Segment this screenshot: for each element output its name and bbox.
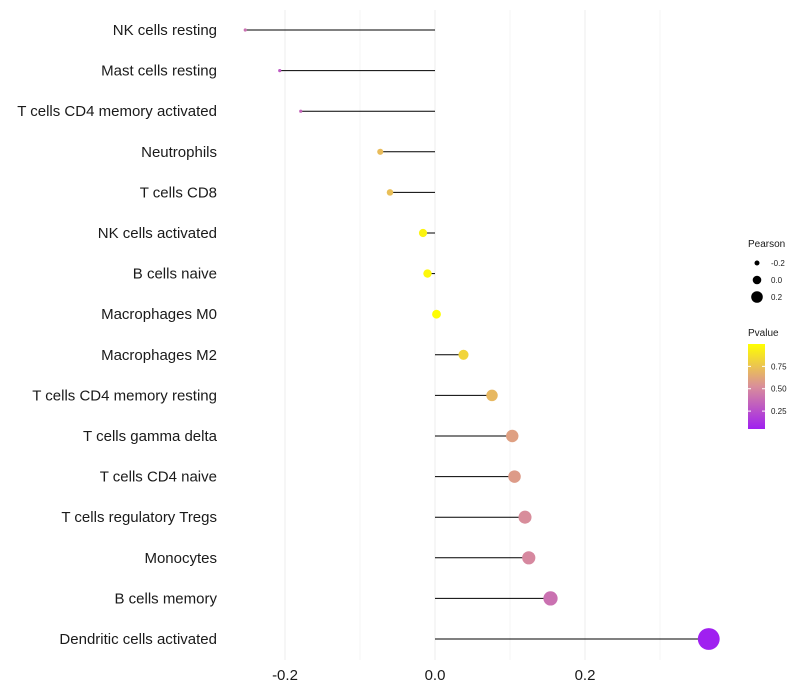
- point-nk-cells-resting: [243, 28, 247, 32]
- x-tick-label: -0.2: [272, 667, 298, 684]
- category-label-t-cells-regulatory-tregs: T cells regulatory Tregs: [61, 509, 217, 526]
- point-mast-cells-resting: [278, 69, 282, 73]
- category-label-dendritic-cells-activated: Dendritic cells activated: [59, 631, 217, 648]
- point-macrophages-m0: [432, 309, 441, 319]
- color-legend-label: 0.75: [771, 362, 787, 371]
- size-legend-key: [754, 260, 760, 266]
- point-b-cells-memory: [543, 591, 558, 606]
- point-t-cells-cd8: [386, 189, 394, 196]
- point-monocytes: [522, 551, 536, 565]
- size-legend-key: [751, 291, 763, 303]
- point-dendritic-cells-activated: [697, 628, 720, 650]
- category-label-macrophages-m0: Macrophages M0: [101, 306, 217, 323]
- point-b-cells-naive: [423, 269, 432, 278]
- color-legend-label: 0.25: [771, 407, 787, 416]
- lollipop-points: [243, 28, 720, 650]
- point-t-cells-cd4-memory-activated: [299, 109, 303, 113]
- category-label-neutrophils: Neutrophils: [141, 144, 217, 161]
- category-labels: NK cells resting Mast cells resting T cell…: [17, 22, 217, 648]
- point-t-cells-cd4-naive: [508, 470, 521, 483]
- category-label-t-cells-gamma-delta: T cells gamma delta: [83, 428, 218, 445]
- category-label-t-cells-cd4-memory-resting: T cells CD4 memory resting: [32, 387, 217, 404]
- category-label-b-cells-naive: B cells naive: [133, 266, 217, 283]
- color-legend-title: Pvalue: [748, 328, 779, 339]
- x-tick-label: 0.2: [575, 667, 596, 684]
- legends: Pearson -0.2 0.0 0.2 Pvalue 0.25 0.50 0.75: [748, 239, 787, 429]
- category-label-t-cells-cd8: T cells CD8: [140, 184, 217, 201]
- size-legend-key: [752, 275, 762, 285]
- lollipop-stems: [245, 29, 709, 640]
- point-macrophages-m2: [458, 349, 469, 360]
- point-t-cells-gamma-delta: [506, 429, 519, 443]
- size-legend-label: 0.0: [771, 276, 783, 285]
- size-legend-label: 0.2: [771, 293, 783, 302]
- x-axis-ticks: -0.2 0.0 0.2: [272, 667, 595, 684]
- category-label-nk-cells-resting: NK cells resting: [113, 22, 217, 39]
- category-label-b-cells-memory: B cells memory: [114, 590, 217, 607]
- category-label-mast-cells-resting: Mast cells resting: [101, 63, 217, 80]
- point-nk-cells-activated: [418, 228, 428, 238]
- x-tick-label: 0.0: [425, 667, 446, 684]
- category-label-macrophages-m2: Macrophages M2: [101, 347, 217, 364]
- color-legend-bar: [748, 344, 765, 429]
- category-label-t-cells-cd4-memory-activated: T cells CD4 memory activated: [17, 103, 217, 120]
- point-t-cells-regulatory-tregs: [518, 510, 532, 524]
- size-legend-label: -0.2: [771, 259, 785, 268]
- color-legend-label: 0.50: [771, 385, 787, 394]
- size-legend-title: Pearson: [748, 239, 785, 250]
- category-label-nk-cells-activated: NK cells activated: [98, 225, 217, 242]
- grid-lines: [284, 10, 661, 660]
- point-neutrophils: [377, 148, 384, 155]
- point-t-cells-cd4-memory-resting: [486, 389, 498, 402]
- category-label-t-cells-cd4-naive: T cells CD4 naive: [100, 469, 217, 486]
- category-label-monocytes: Monocytes: [144, 550, 217, 567]
